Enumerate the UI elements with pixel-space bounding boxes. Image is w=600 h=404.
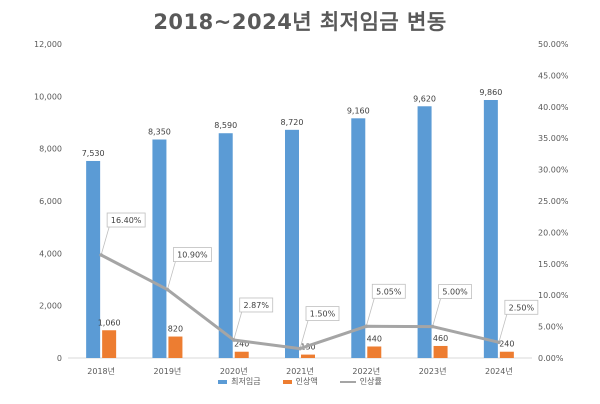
line-label-leader <box>233 311 243 341</box>
line-label-box <box>371 283 406 299</box>
bar-0-1 <box>152 139 167 358</box>
chart-legend: 최저임금 인상액 인상률 <box>0 376 600 387</box>
bar-1-6 <box>499 351 514 358</box>
line-label-0: 16.40% <box>111 216 142 225</box>
line-label-box <box>106 212 146 228</box>
bar-label-1-1: 820 <box>168 325 183 334</box>
line-label-leader <box>365 298 375 327</box>
y-left-tick-label: 6,000 <box>39 197 62 206</box>
bar-1-2 <box>234 351 249 358</box>
y-left-tick-label: 4,000 <box>39 249 62 258</box>
line-point <box>298 346 302 351</box>
bar-label-1-6: 240 <box>499 340 514 349</box>
y-right-tick-label: 50.00% <box>538 40 569 49</box>
line-label-6: 2.50% <box>509 303 535 312</box>
bar-label-0-2: 8,590 <box>214 121 237 130</box>
bar-0-2 <box>218 133 233 358</box>
y-left-tick-label: 0 <box>57 354 62 363</box>
bar-1-4 <box>367 346 382 358</box>
line-point <box>364 324 369 329</box>
bar-label-0-5: 9,620 <box>413 94 436 103</box>
bar-0-0 <box>86 160 101 358</box>
y-left-tick-label: 12,000 <box>34 40 62 49</box>
bar-label-0-0: 7,530 <box>82 149 105 158</box>
x-tick-label: 2020년 <box>220 366 248 376</box>
legend-item-min-wage: 최저임금 <box>218 376 261 387</box>
line-label-box <box>438 284 472 300</box>
y-right-tick-label: 0.00% <box>538 354 564 363</box>
line-label-leader <box>432 298 441 327</box>
line-label-1: 10.90% <box>177 251 208 260</box>
y-right-tick-label: 45.00% <box>538 71 569 80</box>
line-point <box>497 340 501 345</box>
line-label-2: 2.87% <box>244 301 270 310</box>
y-right-tick-label: 35.00% <box>538 134 569 143</box>
line-label-box <box>173 247 212 262</box>
line-label-box <box>504 299 539 315</box>
x-tick-label: 2021년 <box>286 366 314 376</box>
y-right-tick-label: 30.00% <box>538 166 569 175</box>
bar-0-5 <box>417 106 432 358</box>
x-tick-label: 2022년 <box>352 366 380 376</box>
line-label-leader <box>100 226 110 256</box>
y-right-tick-label: 40.00% <box>538 103 569 112</box>
bar-label-1-0: 1,060 <box>98 318 121 327</box>
bar-label-0-3: 8,720 <box>281 118 304 127</box>
legend-label-increase-amount: 인상액 <box>295 377 318 386</box>
legend-swatch-increase-amount <box>282 379 292 384</box>
bar-0-3 <box>285 129 299 358</box>
bar-label-0-6: 9,860 <box>479 88 502 97</box>
line-label-box <box>305 306 340 321</box>
line-label-leader <box>167 261 176 290</box>
x-tick-label: 2019년 <box>154 366 182 376</box>
bar-label-0-4: 9,160 <box>347 106 370 115</box>
line-point <box>430 324 435 329</box>
bar-1-5 <box>433 345 448 358</box>
legend-swatch-increase-rate <box>339 380 356 383</box>
line-label-leader <box>299 320 309 349</box>
line-label-3: 1.50% <box>310 310 336 319</box>
bar-label-1-5: 460 <box>433 334 448 343</box>
y-left-tick-label: 8,000 <box>39 145 62 154</box>
bar-0-6 <box>483 99 498 358</box>
x-tick-label: 2018년 <box>87 366 115 376</box>
y-left-tick-label: 10,000 <box>34 92 62 101</box>
bar-1-1 <box>168 336 183 358</box>
line-point <box>99 253 103 257</box>
y-right-tick-label: 10.00% <box>538 291 569 300</box>
y-right-tick-label: 15.00% <box>538 260 569 269</box>
bar-label-0-1: 8,350 <box>148 128 171 137</box>
legend-item-increase-amount: 인상액 <box>282 376 318 387</box>
line-label-box <box>239 297 274 313</box>
bar-1-3 <box>301 354 315 358</box>
x-tick-label: 2024년 <box>485 366 513 376</box>
y-right-tick-label: 25.00% <box>538 197 569 206</box>
bar-label-1-2: 240 <box>234 340 249 349</box>
line-label-leader <box>498 314 508 343</box>
line-point <box>165 287 170 292</box>
bar-0-4 <box>351 118 366 359</box>
legend-swatch-min-wage <box>218 379 228 384</box>
x-tick-label: 2023년 <box>419 366 447 376</box>
line-label-5: 5.00% <box>442 288 468 297</box>
legend-item-increase-rate: 인상률 <box>339 376 382 387</box>
line-label-4: 5.05% <box>376 287 402 296</box>
bar-label-1-4: 440 <box>367 334 382 343</box>
legend-label-min-wage: 최저임금 <box>231 377 261 386</box>
chart-title: 2018~2024년 최저임금 변동 <box>153 10 447 34</box>
bar-1-0 <box>102 330 117 358</box>
y-right-tick-label: 20.00% <box>538 228 569 237</box>
legend-label-increase-rate: 인상률 <box>359 377 382 386</box>
y-left-tick-label: 2,000 <box>39 302 62 311</box>
line-point <box>231 338 236 342</box>
y-right-tick-label: 5.00% <box>538 323 564 332</box>
